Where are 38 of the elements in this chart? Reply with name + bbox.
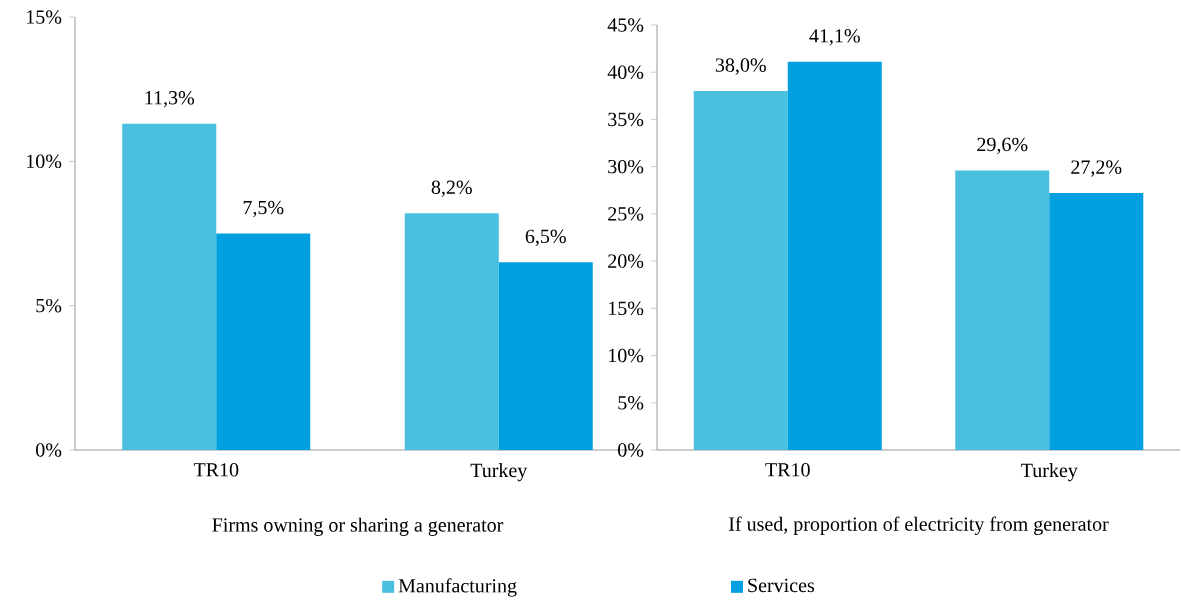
y-tick-label: 0% (618, 443, 644, 457)
data-label: 27,2% (1071, 160, 1122, 177)
bar (122, 123, 217, 450)
x-axis-title: If used, proportion of electricity from generator (729, 516, 1109, 535)
y-tick-label: 5% (36, 298, 62, 313)
y-tick-label: 30% (608, 159, 644, 174)
bar (1049, 193, 1144, 450)
y-tick-label: 25% (608, 207, 644, 221)
legend-label: Services (748, 578, 815, 593)
y-tick-label: 40% (607, 65, 644, 79)
x-tick-label: Turkey (1021, 463, 1078, 482)
data-label: 11,3% (145, 91, 195, 108)
legend-label: Manufacturing (398, 578, 517, 597)
y-tick-label: 45% (607, 18, 644, 32)
y-tick-label: 10% (27, 154, 62, 169)
bar (498, 262, 593, 450)
x-tick-label: TR10 (765, 463, 810, 477)
data-label: 29,6% (977, 137, 1028, 155)
y-tick-label: 35% (608, 112, 644, 127)
data-label: 8,2% (431, 180, 472, 197)
y-tick-label: 5% (618, 396, 644, 410)
y-tick-label: 20% (608, 254, 644, 268)
x-axis-title: Firms owning or sharing a generator (212, 517, 504, 536)
x-tick-label: Turkey (470, 463, 528, 482)
bar (216, 233, 311, 450)
bar (404, 213, 499, 450)
y-tick-label: 15% (27, 10, 62, 24)
data-label: 41,1% (809, 29, 860, 46)
y-tick-label: 15% (609, 301, 644, 316)
data-label: 6,5% (525, 229, 566, 246)
bar (787, 61, 882, 450)
bar (955, 170, 1050, 450)
data-label: 38,0% (715, 58, 766, 75)
y-tick-label: 10% (609, 348, 644, 363)
data-label: 7,5% (243, 200, 284, 218)
bar (693, 91, 788, 450)
y-tick-label: 0% (36, 443, 62, 457)
x-tick-label: TR10 (193, 463, 239, 477)
